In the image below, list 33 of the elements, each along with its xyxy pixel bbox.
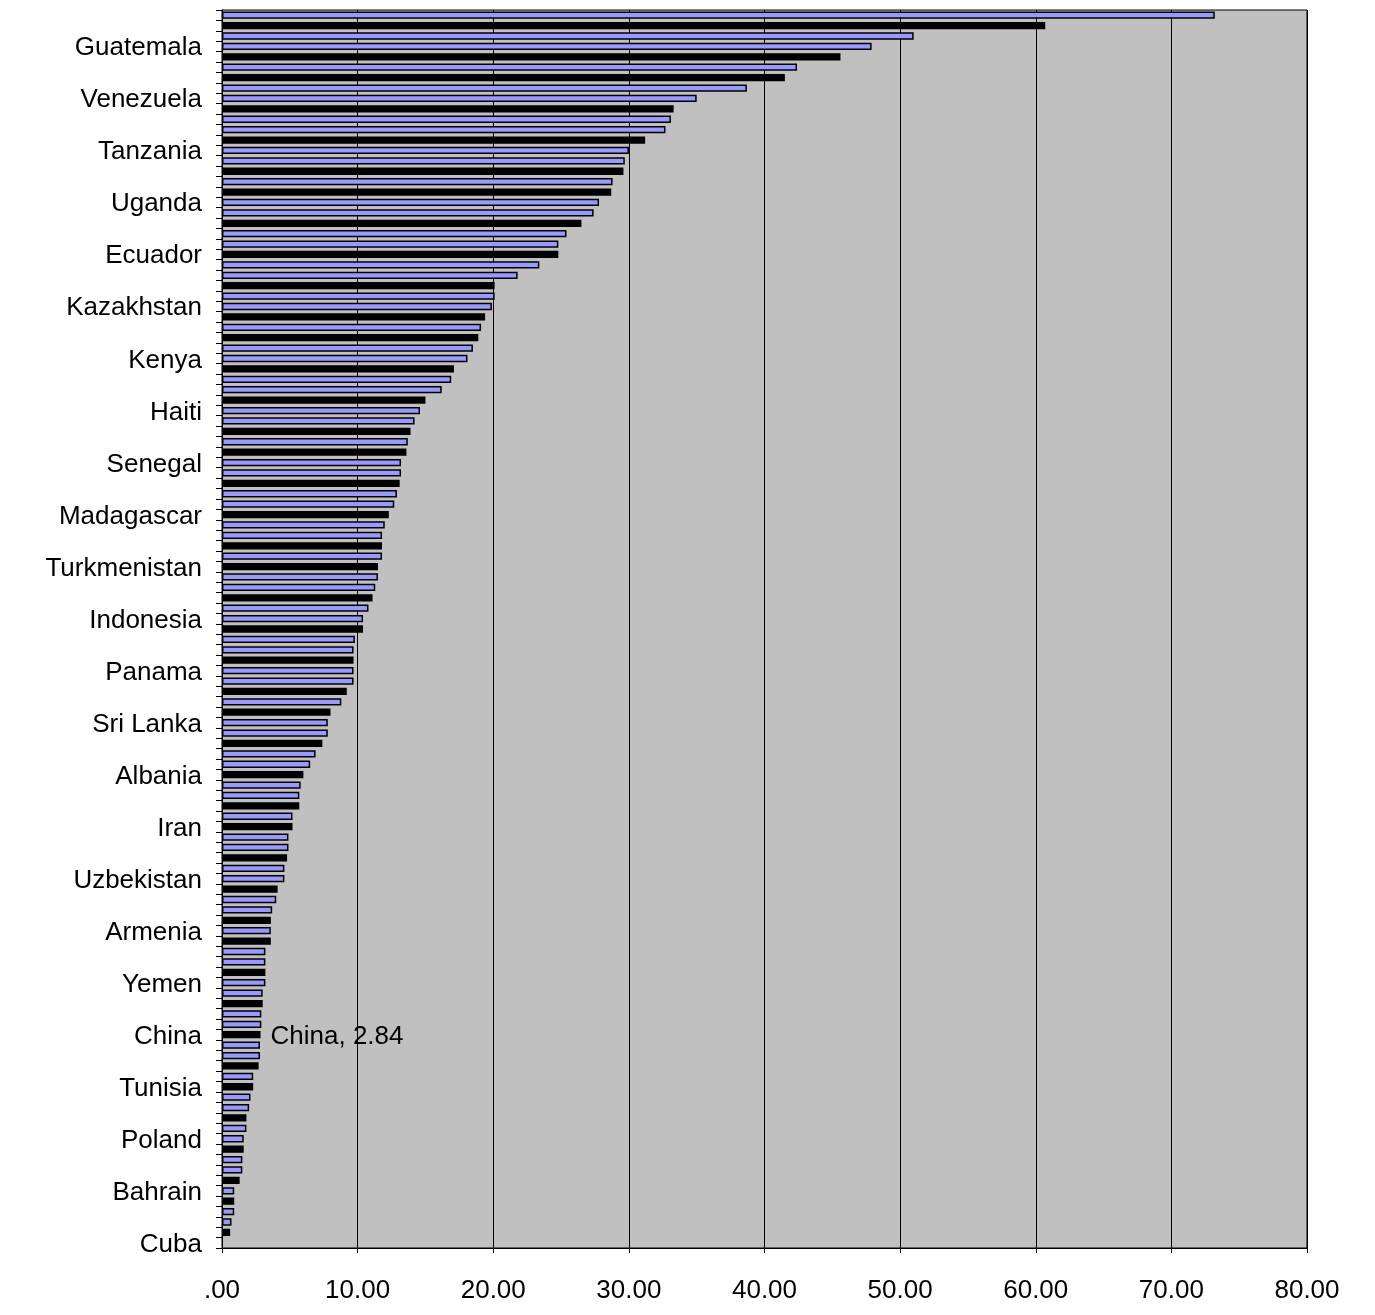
y-tick-label: Tanzania (97, 135, 203, 166)
y-tick-label: Guatemala (74, 31, 203, 62)
y-tick-label: Albania (115, 759, 203, 790)
y-tick-label: Uganda (110, 187, 203, 218)
y-tick-label: Madagascar (58, 499, 203, 530)
y-tick-label: Yemen (122, 967, 202, 998)
x-tick-label: 50.00 (867, 1274, 933, 1304)
x-tick-label: 10.00 (325, 1274, 391, 1304)
y-tick-label: Kenya (128, 343, 203, 374)
x-tick-label: 20.00 (460, 1274, 526, 1304)
x-tick-label: 70.00 (1138, 1274, 1204, 1304)
y-tick-label: Armenia (105, 915, 203, 946)
y-tick-label: Iran (157, 811, 202, 842)
x-tick-label: 80.00 (1274, 1274, 1340, 1304)
y-tick-label: Tunisia (119, 1071, 203, 1102)
y-tick-label: Senegal (106, 447, 202, 478)
x-tick-label: 60.00 (1003, 1274, 1069, 1304)
y-tick-label: China (134, 1019, 203, 1050)
y-tick-label: Haiti (149, 395, 202, 426)
y-tick-label: Turkmenistan (45, 551, 202, 582)
y-tick-label: Cuba (139, 1227, 203, 1258)
y-tick-label: Indonesia (89, 603, 203, 634)
x-tick-label: .00 (203, 1274, 241, 1304)
x-tick-label: 40.00 (731, 1274, 798, 1304)
y-tick-label: Sri Lanka (92, 707, 203, 738)
y-tick-label: Ecuador (105, 239, 203, 270)
y-tick-label: Uzbekistan (73, 863, 202, 894)
x-tick-label: 30.00 (596, 1274, 662, 1304)
y-tick-label: Bahrain (112, 1175, 202, 1206)
y-tick-label: Poland (121, 1123, 202, 1154)
y-tick-label: Panama (105, 655, 203, 686)
y-tick-label: Kazakhstan (66, 291, 202, 322)
y-tick-label: Venezuela (80, 83, 203, 114)
